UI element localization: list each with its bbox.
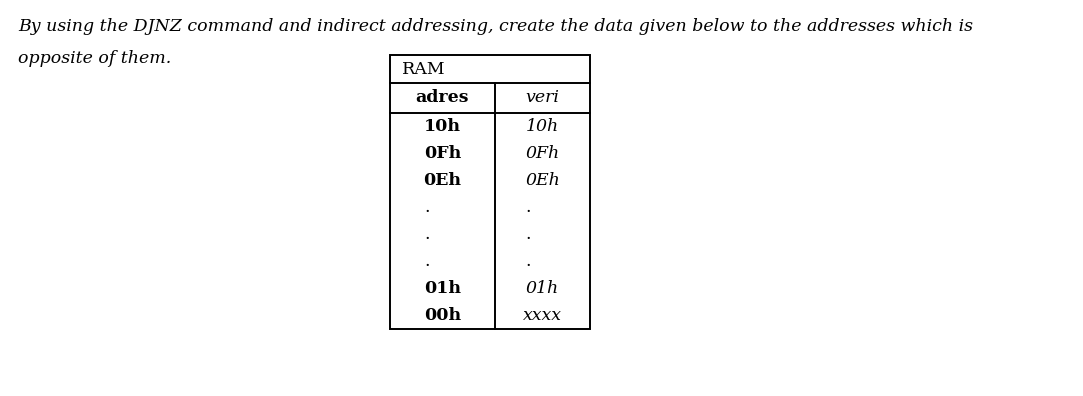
Text: 10h: 10h bbox=[526, 118, 559, 135]
Text: 0Eh: 0Eh bbox=[525, 172, 560, 189]
Text: .: . bbox=[525, 253, 531, 270]
Text: opposite of them.: opposite of them. bbox=[18, 50, 171, 67]
Text: 01h: 01h bbox=[425, 280, 461, 297]
Text: RAM: RAM bbox=[402, 61, 445, 78]
Text: .: . bbox=[525, 226, 531, 243]
Text: 0Eh: 0Eh bbox=[423, 172, 461, 189]
Text: veri: veri bbox=[525, 89, 560, 107]
Text: .: . bbox=[425, 253, 430, 270]
Text: .: . bbox=[425, 199, 430, 216]
Text: adres: adres bbox=[416, 89, 469, 107]
Text: 0Fh: 0Fh bbox=[525, 145, 560, 162]
Text: .: . bbox=[425, 226, 430, 243]
Text: xxxx: xxxx bbox=[523, 307, 562, 324]
Text: .: . bbox=[525, 199, 531, 216]
Text: 00h: 00h bbox=[423, 307, 461, 324]
Text: By using the DJNZ command and indirect addressing, create the data given below t: By using the DJNZ command and indirect a… bbox=[18, 18, 973, 35]
Text: 0Fh: 0Fh bbox=[423, 145, 461, 162]
Bar bbox=[390, 55, 590, 329]
Text: 01h: 01h bbox=[526, 280, 559, 297]
Text: 10h: 10h bbox=[425, 118, 461, 135]
